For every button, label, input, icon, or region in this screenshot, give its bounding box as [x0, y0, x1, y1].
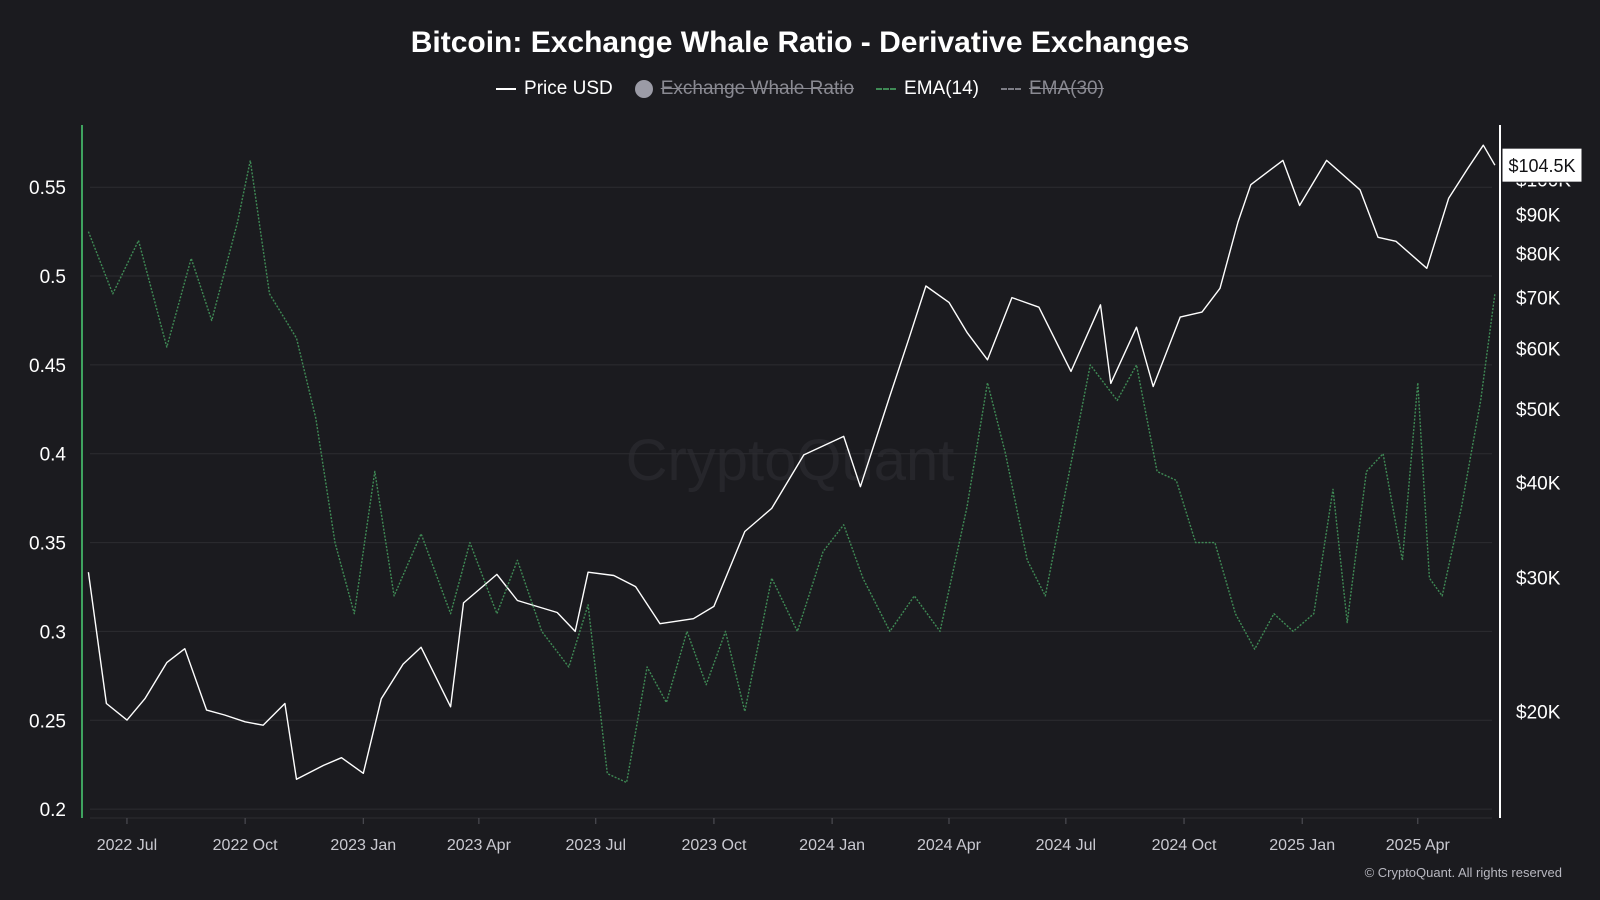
x-tick-label: 2025 Jan [1269, 837, 1335, 854]
axes: 0.55 0.5 0.45 0.4 0.35 0.3 0.25 0.2 $20K $30K $40K… [29, 125, 1571, 854]
legend-label-ema30: EMA(30) [1028, 78, 1104, 99]
chart-title: Bitcoin: Exchange Whale Ratio - Derivati… [410, 26, 1190, 59]
legend-label-ratio: Exchange Whale Ratio [660, 78, 855, 99]
left-tick-label: 0.2 [40, 800, 66, 821]
price-swatch [496, 88, 517, 90]
right-tick-label: $80K [1516, 244, 1561, 265]
price-line [87, 144, 1496, 780]
x-tick-label: 2022 Jul [97, 837, 158, 854]
legend-item-ema14[interactable]: EMA(14) [876, 78, 979, 100]
left-tick-label: 0.4 [40, 445, 67, 466]
legend-item-price[interactable]: Price USD [496, 78, 613, 100]
right-tick-label: $50K [1516, 400, 1561, 421]
x-tick-label: 2024 Jan [799, 837, 865, 854]
left-tick-label: 0.45 [29, 356, 66, 377]
price-tag-box [1501, 147, 1583, 183]
price-tag-label: $104.5K [1508, 156, 1575, 176]
left-tick-label: 0.5 [40, 267, 66, 288]
x-tick-label: 2023 Jul [566, 837, 627, 854]
right-tick-label: $40K [1516, 474, 1561, 495]
x-tick-label: 2024 Jul [1036, 837, 1097, 854]
right-tick-label: $20K [1516, 703, 1561, 724]
right-tick-label: $70K [1516, 289, 1561, 310]
left-tick-label: 0.3 [40, 622, 66, 643]
x-tick-label: 2023 Apr [447, 837, 512, 854]
right-tick-label: $90K [1516, 206, 1561, 227]
x-tick-label: 2022 Oct [213, 837, 278, 854]
x-tick-label: 2023 Oct [681, 837, 746, 854]
right-tick-label: $60K [1516, 340, 1561, 361]
copyright: © CryptoQuant. All rights reserved [1364, 865, 1562, 880]
legend-label-price: Price USD [524, 78, 613, 99]
left-tick-label: 0.25 [29, 711, 66, 732]
ratio-swatch [634, 80, 653, 98]
legend-item-ratio[interactable]: Exchange Whale Ratio [634, 78, 855, 100]
series-layer [87, 144, 1496, 784]
watermark: CryptoQuant [626, 428, 955, 493]
left-tick-label: 0.35 [29, 534, 66, 555]
x-tick-label: 2023 Jan [330, 837, 396, 854]
grid [90, 186, 1492, 810]
right-tick-label: $30K [1516, 569, 1561, 590]
ema14-swatch [876, 88, 897, 90]
x-tick-label: 2024 Oct [1152, 837, 1217, 854]
price-tag: $104.5K [1501, 147, 1583, 183]
legend-label-ema14: EMA(14) [904, 78, 979, 99]
legend-item-ema30[interactable]: EMA(30) [1000, 78, 1104, 100]
legend: Price USD Exchange Whale Ratio EMA(14) E… [0, 78, 1600, 100]
x-tick-label: 2024 Apr [917, 837, 982, 854]
ema14-line [87, 159, 1496, 784]
ema30-swatch [1000, 88, 1021, 90]
x-tick-label: 2025 Apr [1386, 837, 1451, 854]
left-tick-label: 0.55 [29, 178, 66, 199]
